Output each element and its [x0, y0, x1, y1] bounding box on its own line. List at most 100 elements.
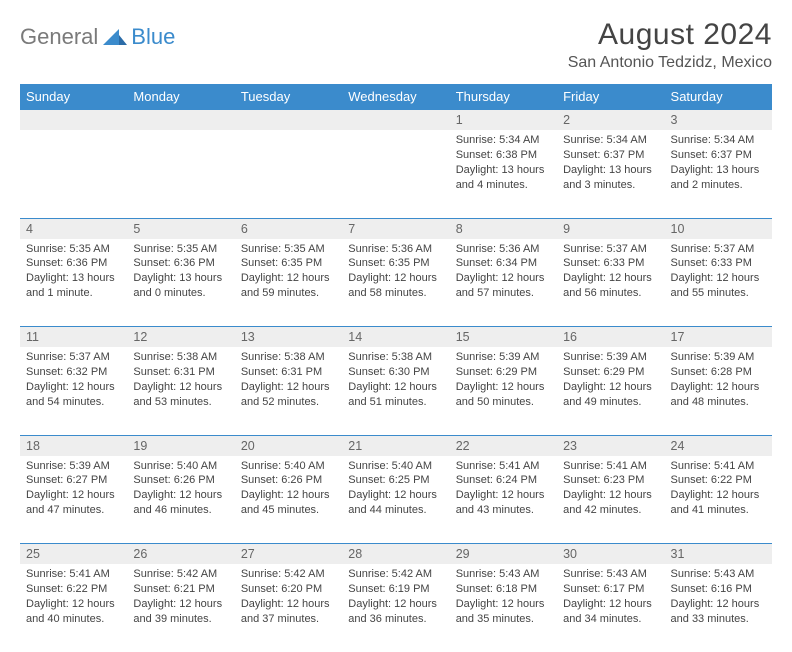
- sunrise-line: Sunrise: 5:38 AM: [241, 350, 336, 365]
- sunrise-line: Sunrise: 5:42 AM: [241, 567, 336, 582]
- day-number-cell: 11: [20, 327, 127, 348]
- sunset-line: Sunset: 6:35 PM: [348, 256, 443, 271]
- sunset-line: Sunset: 6:23 PM: [563, 473, 658, 488]
- sunrise-line: Sunrise: 5:40 AM: [348, 459, 443, 474]
- sunset-line: Sunset: 6:33 PM: [563, 256, 658, 271]
- sunset-line: Sunset: 6:31 PM: [133, 365, 228, 380]
- daylight-line: Daylight: 12 hours and 53 minutes.: [133, 380, 228, 410]
- day-content-cell: Sunrise: 5:34 AMSunset: 6:38 PMDaylight:…: [450, 130, 557, 218]
- day-number-cell: 5: [127, 218, 234, 239]
- sunset-line: Sunset: 6:38 PM: [456, 148, 551, 163]
- daylight-line: Daylight: 13 hours and 0 minutes.: [133, 271, 228, 301]
- sunrise-line: Sunrise: 5:43 AM: [456, 567, 551, 582]
- day-number-row: 18192021222324: [20, 435, 772, 456]
- sunset-line: Sunset: 6:29 PM: [456, 365, 551, 380]
- day-content-cell: [127, 130, 234, 218]
- day-content-cell: Sunrise: 5:34 AMSunset: 6:37 PMDaylight:…: [665, 130, 772, 218]
- sunrise-line: Sunrise: 5:38 AM: [133, 350, 228, 365]
- day-content-row: Sunrise: 5:34 AM Sunset: 6:38 PM Daylight:…: [20, 130, 772, 218]
- day-number-cell: 7: [342, 218, 449, 239]
- day-content-cell: Sunrise: 5:41 AMSunset: 6:22 PMDaylight:…: [665, 456, 772, 544]
- month-title: August 2024: [568, 18, 772, 52]
- daylight-line: Daylight: 12 hours and 58 minutes.: [348, 271, 443, 301]
- sunset-line: Sunset: 6:36 PM: [133, 256, 228, 271]
- sunset-line: Sunset: 6:32 PM: [26, 365, 121, 380]
- day-number-cell: 8: [450, 218, 557, 239]
- day-content-row: Sunrise: 5:39 AMSunset: 6:27 PMDaylight:…: [20, 456, 772, 544]
- logo-gray: General: [20, 24, 98, 50]
- day-content-cell: Sunrise: 5:37 AMSunset: 6:33 PMDaylight:…: [557, 239, 664, 327]
- weekday-header: Sunday: [20, 84, 127, 110]
- day-number-cell: [20, 110, 127, 131]
- daylight-line: Daylight: 13 hours and 1 minute.: [26, 271, 121, 301]
- day-number-cell: 26: [127, 544, 234, 565]
- day-number-cell: 18: [20, 435, 127, 456]
- sunrise-line: Sunrise: 5:42 AM: [133, 567, 228, 582]
- daylight-line: Daylight: 12 hours and 52 minutes.: [241, 380, 336, 410]
- daylight-line: Daylight: 12 hours and 50 minutes.: [456, 380, 551, 410]
- sunset-line: Sunset: 6:37 PM: [563, 148, 658, 163]
- sunrise-line: Sunrise: 5:41 AM: [26, 567, 121, 582]
- sunset-line: Sunset: 6:24 PM: [456, 473, 551, 488]
- sunset-line: Sunset: 6:26 PM: [241, 473, 336, 488]
- daylight-line: Daylight: 12 hours and 54 minutes.: [26, 380, 121, 410]
- day-number-row: 45678910: [20, 218, 772, 239]
- day-content-cell: Sunrise: 5:34 AMSunset: 6:37 PMDaylight:…: [557, 130, 664, 218]
- day-content-row: Sunrise: 5:37 AMSunset: 6:32 PMDaylight:…: [20, 347, 772, 435]
- sunset-line: Sunset: 6:35 PM: [241, 256, 336, 271]
- sunset-line: Sunset: 6:36 PM: [26, 256, 121, 271]
- sunset-line: Sunset: 6:20 PM: [241, 582, 336, 597]
- daylight-line: Daylight: 12 hours and 46 minutes.: [133, 488, 228, 518]
- day-number-cell: 21: [342, 435, 449, 456]
- day-number-cell: 30: [557, 544, 664, 565]
- day-number-cell: [342, 110, 449, 131]
- logo-blue: Blue: [131, 24, 175, 50]
- day-number-cell: 10: [665, 218, 772, 239]
- day-number-cell: 25: [20, 544, 127, 565]
- daylight-line: Daylight: 12 hours and 45 minutes.: [241, 488, 336, 518]
- day-number-cell: 31: [665, 544, 772, 565]
- day-content-cell: Sunrise: 5:38 AMSunset: 6:30 PMDaylight:…: [342, 347, 449, 435]
- daylight-line: Daylight: 12 hours and 41 minutes.: [671, 488, 766, 518]
- sunrise-line: Sunrise: 5:34 AM: [563, 133, 658, 148]
- daylight-line: Daylight: 12 hours and 44 minutes.: [348, 488, 443, 518]
- day-content-cell: Sunrise: 5:42 AMSunset: 6:21 PMDaylight:…: [127, 564, 234, 652]
- sunrise-line: Sunrise: 5:36 AM: [456, 242, 551, 257]
- day-number-cell: 2: [557, 110, 664, 131]
- day-number-cell: 27: [235, 544, 342, 565]
- day-content-cell: Sunrise: 5:39 AMSunset: 6:29 PMDaylight:…: [557, 347, 664, 435]
- day-content-row: Sunrise: 5:35 AMSunset: 6:36 PMDaylight:…: [20, 239, 772, 327]
- title-block: August 2024 San Antonio Tedzidz, Mexico: [568, 18, 772, 72]
- logo: General Blue: [20, 24, 175, 50]
- day-number-cell: 17: [665, 327, 772, 348]
- sunset-line: Sunset: 6:18 PM: [456, 582, 551, 597]
- day-content-cell: Sunrise: 5:35 AMSunset: 6:35 PMDaylight:…: [235, 239, 342, 327]
- weekday-header: Tuesday: [235, 84, 342, 110]
- sunset-line: Sunset: 6:21 PM: [133, 582, 228, 597]
- day-content-cell: [235, 130, 342, 218]
- day-number-cell: 13: [235, 327, 342, 348]
- day-number-row: 25262728293031: [20, 544, 772, 565]
- sunrise-line: Sunrise: 5:42 AM: [348, 567, 443, 582]
- day-content-cell: Sunrise: 5:40 AMSunset: 6:26 PMDaylight:…: [235, 456, 342, 544]
- sunrise-line: Sunrise: 5:41 AM: [671, 459, 766, 474]
- daylight-line: Daylight: 12 hours and 57 minutes.: [456, 271, 551, 301]
- sunrise-line: Sunrise: 5:40 AM: [241, 459, 336, 474]
- day-number-cell: 23: [557, 435, 664, 456]
- daylight-line: Daylight: 12 hours and 43 minutes.: [456, 488, 551, 518]
- sunset-line: Sunset: 6:22 PM: [26, 582, 121, 597]
- daylight-line: Daylight: 13 hours and 3 minutes.: [563, 163, 658, 193]
- day-number-cell: 6: [235, 218, 342, 239]
- day-content-cell: [342, 130, 449, 218]
- day-content-cell: Sunrise: 5:42 AMSunset: 6:20 PMDaylight:…: [235, 564, 342, 652]
- sunrise-line: Sunrise: 5:39 AM: [671, 350, 766, 365]
- day-content-cell: Sunrise: 5:37 AMSunset: 6:32 PMDaylight:…: [20, 347, 127, 435]
- sunrise-line: Sunrise: 5:37 AM: [26, 350, 121, 365]
- sunrise-line: Sunrise: 5:39 AM: [26, 459, 121, 474]
- day-content-cell: Sunrise: 5:38 AMSunset: 6:31 PMDaylight:…: [127, 347, 234, 435]
- sunrise-line: Sunrise: 5:39 AM: [456, 350, 551, 365]
- sunset-line: Sunset: 6:17 PM: [563, 582, 658, 597]
- daylight-line: Daylight: 12 hours and 42 minutes.: [563, 488, 658, 518]
- day-content-cell: Sunrise: 5:38 AMSunset: 6:31 PMDaylight:…: [235, 347, 342, 435]
- day-number-cell: 28: [342, 544, 449, 565]
